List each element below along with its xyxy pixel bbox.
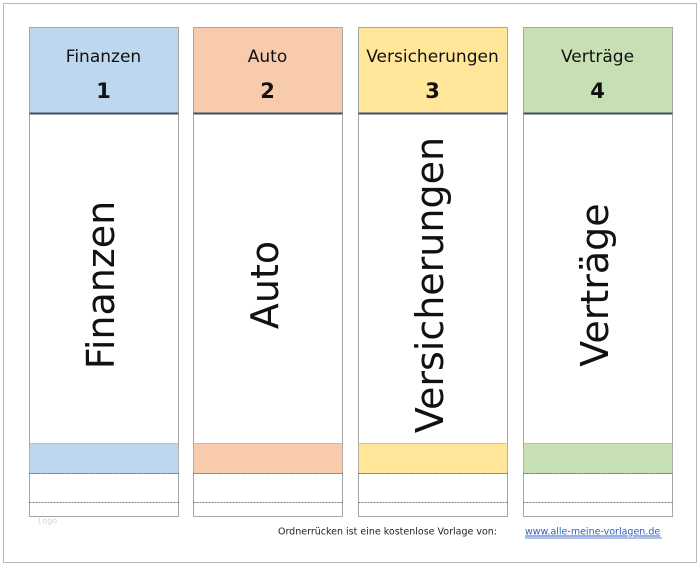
column-header xyxy=(523,27,673,114)
column-number: 2 xyxy=(260,79,275,103)
column-title: Auto xyxy=(248,47,287,67)
spine-label: Finanzen xyxy=(79,201,123,370)
column-number: 3 xyxy=(425,79,440,103)
footer-text: Ordnerrücken ist eine kostenlose Vorlage… xyxy=(278,527,497,538)
color-stripe xyxy=(523,443,673,474)
column-number: 4 xyxy=(590,79,605,103)
column-header xyxy=(193,27,343,114)
column-title: Finanzen xyxy=(66,47,141,67)
spine-label: Auto xyxy=(243,241,287,329)
column-title: Versicherungen xyxy=(366,47,498,67)
column-number: 1 xyxy=(96,79,111,103)
color-stripe xyxy=(193,443,343,474)
columns: Finanzen 1 Finanzen Auto 2 Auto Versicherungen… xyxy=(29,27,673,517)
logo-placeholder: Logo xyxy=(38,517,57,526)
footer-link[interactable]: www.alle-meine-vorlagen.de xyxy=(525,527,660,538)
color-stripe xyxy=(29,443,179,474)
color-stripe xyxy=(358,443,508,474)
column-header xyxy=(358,27,508,114)
column-title: Verträge xyxy=(561,47,634,67)
spine-label: Versicherungen xyxy=(408,137,452,433)
spine-label: Verträge xyxy=(573,203,617,366)
column-header xyxy=(29,27,179,114)
